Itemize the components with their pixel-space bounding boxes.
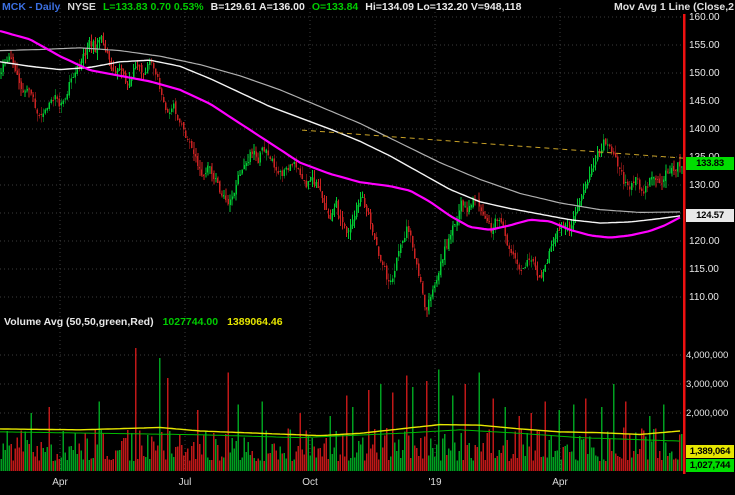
volume-avg-yellow-value: 1389064.46 (227, 316, 283, 328)
volume-legend: Volume Avg (50,50,green,Red) 1027744.00 … (4, 316, 283, 328)
exchange-label: NYSE (67, 1, 96, 13)
volume-bars (0, 347, 683, 471)
last-quote-label: L=133.83 0.70 0.53% (102, 1, 204, 13)
trendline-dashed (301, 129, 684, 159)
candlesticks (0, 32, 683, 317)
last-price-tag: 133.83 (686, 157, 734, 171)
ma-slow-gray (0, 47, 681, 213)
moving-average-price-tag: 124.57 (686, 208, 734, 222)
grid-lines (0, 8, 683, 471)
session-stats-label: Hi=134.09 Lo=132.20 V=948,118 (365, 1, 522, 13)
bid-ask-label: B=129.61 A=136.00 (210, 1, 305, 13)
volume-avg-green (0, 429, 681, 442)
volume-avg-green-tag: 1,027,744 (686, 459, 734, 472)
volume-legend-title: Volume Avg (50,50,green,Red) (4, 316, 154, 328)
symbol-timeframe-label: MCK - Daily (2, 1, 61, 13)
ma-mid-magenta (0, 29, 681, 239)
open-label: O=133.84 (311, 1, 359, 13)
volume-avg-yellow-tag: 1,389,064 (686, 445, 734, 458)
volume-avg-yellow (0, 423, 681, 437)
study-label: Mov Avg 1 Line (Close,2 (614, 1, 734, 13)
volume-avg-green-value: 1027744.00 (162, 316, 219, 328)
quote-header: MCK - Daily NYSE L=133.83 0.70 0.53% B=1… (2, 0, 735, 14)
ma-fast-white (0, 59, 681, 224)
